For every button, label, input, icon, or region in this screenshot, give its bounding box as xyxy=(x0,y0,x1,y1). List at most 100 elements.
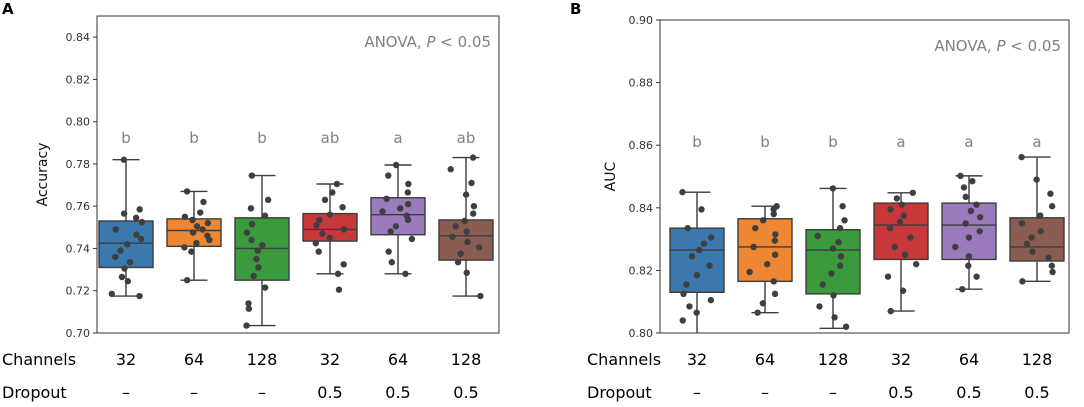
box-group xyxy=(166,188,222,284)
data-point xyxy=(772,231,779,238)
box-group xyxy=(1009,153,1065,285)
data-point xyxy=(108,290,116,298)
data-point xyxy=(884,273,892,280)
dropout-value: – xyxy=(693,383,701,402)
data-point xyxy=(385,172,392,179)
significance-letter: b xyxy=(760,133,770,151)
box xyxy=(873,202,929,261)
data-point xyxy=(454,259,462,266)
data-point xyxy=(973,201,980,208)
channels-value: 128 xyxy=(451,350,482,369)
dropout-value: – xyxy=(258,383,266,402)
data-point xyxy=(770,210,777,218)
data-point xyxy=(321,196,329,204)
data-point xyxy=(121,265,128,272)
data-point xyxy=(254,247,261,254)
box-group xyxy=(98,156,154,300)
data-point xyxy=(1029,248,1036,255)
data-point xyxy=(204,219,212,227)
data-point xyxy=(408,235,416,243)
data-point xyxy=(896,218,904,226)
data-point xyxy=(396,205,404,212)
data-point xyxy=(679,188,686,196)
box-group xyxy=(370,161,426,278)
box xyxy=(1009,217,1065,262)
data-point xyxy=(886,224,894,232)
data-point xyxy=(340,226,348,233)
data-point xyxy=(199,226,206,233)
dropout-value: 0.5 xyxy=(956,383,981,402)
y-axis-label: Accuracy xyxy=(35,143,51,207)
y-tick-label: 0.84 xyxy=(629,202,654,215)
data-point xyxy=(312,239,319,247)
data-point xyxy=(746,268,753,276)
data-point xyxy=(326,211,334,218)
box-group xyxy=(234,172,290,329)
data-point xyxy=(952,243,959,251)
data-point xyxy=(247,205,255,212)
data-point xyxy=(965,253,973,260)
data-point xyxy=(383,195,390,203)
data-point xyxy=(316,216,323,224)
data-point xyxy=(887,206,894,213)
y-tick-label: 0.88 xyxy=(629,77,654,90)
data-point xyxy=(248,236,255,244)
data-point xyxy=(829,185,837,192)
data-point xyxy=(907,234,914,241)
data-point xyxy=(960,184,968,191)
data-point xyxy=(759,300,767,307)
data-point xyxy=(693,309,700,316)
box-group xyxy=(737,203,793,316)
data-point xyxy=(193,239,200,247)
data-point xyxy=(1048,203,1056,210)
data-point xyxy=(405,180,412,188)
significance-letter: a xyxy=(964,133,973,151)
data-point xyxy=(464,238,471,246)
data-point xyxy=(901,251,909,258)
data-point xyxy=(126,259,134,266)
data-point xyxy=(1037,228,1044,235)
data-point xyxy=(120,210,128,217)
data-point xyxy=(461,217,468,225)
significance-letter: b xyxy=(692,133,702,151)
panel-a-factor-rows: Channels Dropout 32 – 64 – 128 – 32 0.5 64 0.5 128 0.… xyxy=(2,350,481,402)
significance-letter: b xyxy=(257,129,267,147)
data-point xyxy=(392,161,400,169)
data-point xyxy=(887,307,894,315)
data-point xyxy=(693,271,701,279)
data-point xyxy=(261,284,269,291)
data-point xyxy=(1023,240,1031,247)
data-point xyxy=(136,206,143,213)
significance-letter: a xyxy=(393,129,402,147)
data-point xyxy=(1048,262,1056,269)
data-point xyxy=(750,243,757,251)
data-point xyxy=(707,296,715,304)
data-point xyxy=(452,223,459,230)
data-point xyxy=(120,156,128,163)
data-point xyxy=(1033,176,1040,183)
data-point xyxy=(816,303,823,310)
data-point xyxy=(243,322,250,329)
panel-letter: B xyxy=(570,0,581,18)
significance-letter: b xyxy=(828,133,838,151)
data-point xyxy=(898,201,905,208)
data-point xyxy=(463,228,470,235)
data-point xyxy=(835,239,842,246)
channels-value: 128 xyxy=(818,350,849,369)
data-point xyxy=(181,244,188,251)
data-point xyxy=(828,270,835,277)
dropout-value: – xyxy=(761,383,769,402)
data-point xyxy=(680,290,687,298)
data-point xyxy=(117,247,124,254)
data-point xyxy=(124,241,131,248)
data-point xyxy=(773,203,780,210)
data-point xyxy=(837,262,844,269)
data-point xyxy=(1037,212,1044,219)
data-point xyxy=(696,246,703,254)
data-point xyxy=(909,189,916,196)
data-point xyxy=(1018,220,1026,227)
data-point xyxy=(243,229,251,236)
data-point xyxy=(759,217,767,224)
significance-letter: a xyxy=(896,133,905,151)
data-point xyxy=(388,259,395,266)
